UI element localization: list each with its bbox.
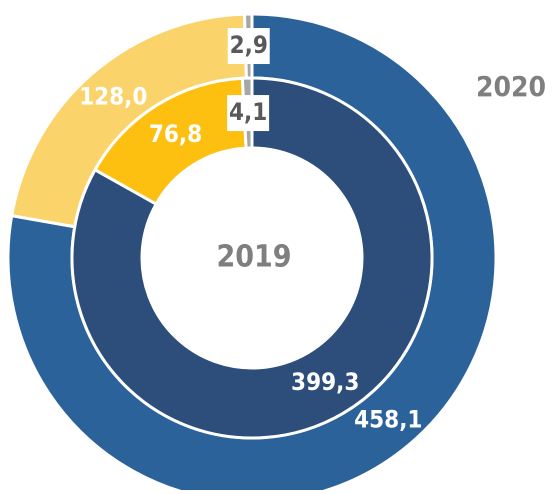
label-box bbox=[227, 28, 270, 65]
value-label: 128,0 bbox=[79, 83, 147, 111]
value-label: 76,8 bbox=[149, 120, 202, 148]
value-label: 4,1 bbox=[229, 98, 267, 126]
value-label: 399,3 bbox=[291, 368, 359, 396]
ring-label: 2020 bbox=[476, 70, 546, 103]
value-label: 2,9 bbox=[230, 31, 268, 59]
value-label: 458,1 bbox=[354, 405, 422, 433]
label-box bbox=[227, 95, 270, 132]
ring-label: 2019 bbox=[216, 240, 291, 275]
slice bbox=[70, 76, 434, 440]
